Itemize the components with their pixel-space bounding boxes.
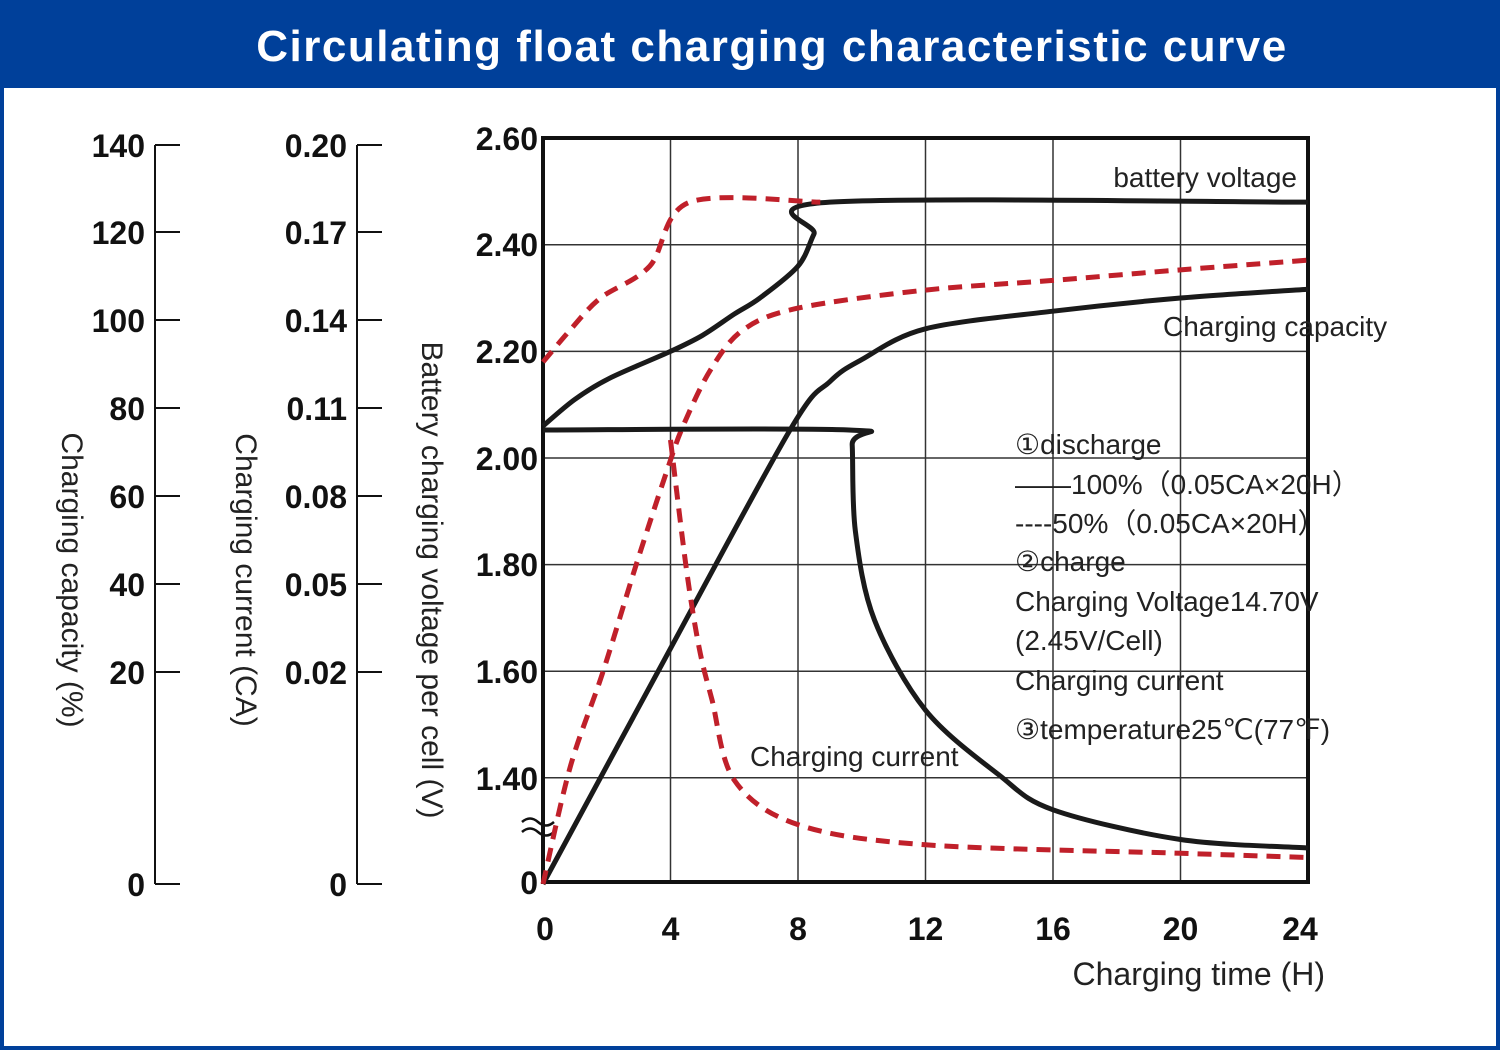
current-tick-label: 0 [329, 867, 347, 903]
capacity-tick-label: 60 [109, 479, 145, 515]
current-tick-label: 0.11 [286, 391, 347, 427]
capacity-tick-label: 20 [109, 655, 145, 691]
legend-line: ----50%（0.05CA×20H） [1015, 508, 1325, 539]
current-tick-label: 0.05 [285, 567, 347, 603]
voltage-tick-label: 2.20 [476, 334, 538, 370]
x-tick-label: 8 [789, 911, 807, 947]
battery-voltage-label: battery voltage [1113, 162, 1297, 193]
x-axis-title: Charging time (H) [1072, 956, 1325, 992]
capacity-tick-label: 140 [92, 128, 145, 164]
current-tick-label: 0.02 [285, 655, 347, 691]
current-tick-label: 0.17 [285, 215, 347, 251]
voltage-tick-label: 2.40 [476, 227, 538, 263]
legend-line: (2.45V/Cell) [1015, 625, 1163, 656]
voltage-tick-label: 2.60 [476, 121, 538, 157]
legend-line: ②charge [1015, 546, 1126, 577]
current-tick-label: 0.14 [285, 303, 347, 339]
x-tick-label: 20 [1163, 911, 1199, 947]
current-curve-100pct [542, 426, 1309, 851]
legend-line: ①discharge [1015, 429, 1162, 460]
voltage-tick-label: 0 [520, 865, 538, 901]
plot-frame [541, 136, 1310, 884]
voltage-tick-label: 1.40 [476, 761, 538, 797]
capacity-tick-label: 100 [92, 303, 145, 339]
voltage-curve-100pct [541, 197, 1309, 428]
chart-title: Circulating float charging characteristi… [256, 22, 1287, 71]
voltage-axis-title: Battery charging voltage per cell (V) [415, 342, 448, 819]
voltage-tick-label: 1.80 [476, 547, 538, 583]
x-tick-label: 16 [1035, 911, 1071, 947]
legend-line: ③temperature25℃(77℉) [1015, 714, 1330, 745]
legend-line: Charging current [1015, 665, 1224, 696]
current-curve-50pct [668, 439, 1309, 860]
capacity-tick-label: 80 [109, 391, 145, 427]
legend-line: Charging Voltage14.70V [1015, 586, 1319, 617]
x-tick-label: 24 [1282, 911, 1318, 947]
capacity-axis-title: Charging capacity (%) [55, 432, 88, 727]
x-tick-label: 0 [536, 911, 554, 947]
capacity-tick-label: 120 [92, 215, 145, 251]
capacity-curve-50pct [540, 257, 1309, 885]
current-tick-label: 0.20 [285, 128, 347, 164]
current-tick-label: 0.08 [285, 479, 347, 515]
x-tick-label: 12 [908, 911, 944, 947]
chart-background [4, 88, 1496, 1046]
x-tick-label: 4 [662, 911, 680, 947]
voltage-tick-label: 2.00 [476, 441, 538, 477]
charging-capacity-label: Charging capacity [1163, 311, 1387, 342]
axis-break-icon [521, 817, 555, 837]
voltage-curve-50pct [541, 195, 821, 364]
voltage-tick-label: 1.60 [476, 654, 538, 690]
legend-line: ——100%（0.05CA×20H） [1015, 469, 1360, 500]
capacity-tick-label: 0 [127, 867, 145, 903]
capacity-tick-label: 40 [109, 567, 145, 603]
charging-current-label: Charging current [750, 741, 959, 772]
current-axis-title: Charging current (CA) [229, 433, 262, 726]
capacity-curve-100pct [540, 286, 1309, 886]
